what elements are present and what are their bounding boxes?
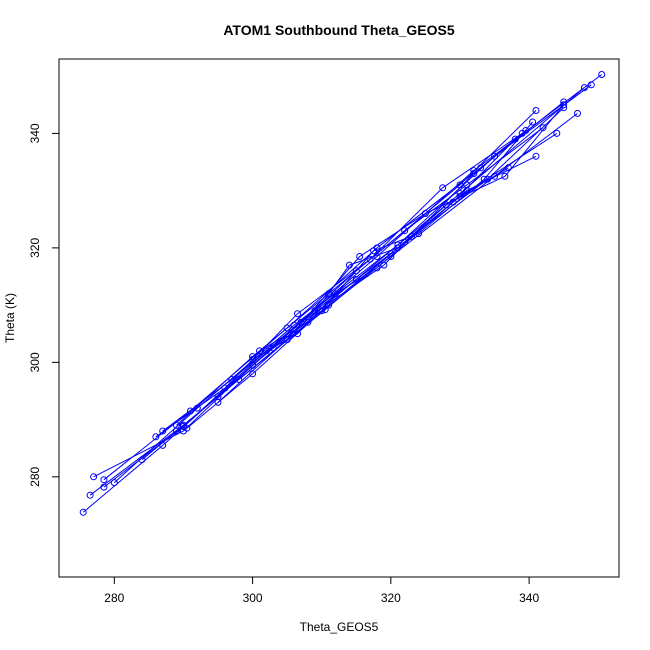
data-point [345, 261, 353, 269]
x-tick-label: 340 [519, 591, 539, 605]
series-line [176, 155, 537, 432]
data-point [90, 473, 98, 481]
data-point [294, 330, 301, 338]
series-line [186, 107, 565, 429]
data-point [401, 227, 409, 235]
x-axis-label: Theta_GEOS5 [300, 620, 379, 634]
data-point [183, 424, 191, 432]
x-axis: 280 300 320 340 [104, 576, 539, 605]
data-point [529, 118, 537, 126]
series-line [141, 130, 527, 461]
data-point [173, 421, 180, 429]
data-point [480, 175, 488, 183]
data-point [228, 376, 236, 383]
data-point [598, 71, 606, 78]
series-line [252, 138, 516, 360]
data-point [463, 181, 471, 189]
data-point [332, 290, 339, 298]
x-tick-label: 300 [243, 591, 263, 605]
data-point [249, 353, 257, 361]
data-point [370, 247, 378, 255]
data-point [86, 491, 94, 499]
data-point [269, 344, 277, 352]
data-point [380, 261, 388, 269]
data-point [587, 81, 595, 89]
data-point [325, 290, 333, 298]
data-point [522, 127, 530, 134]
y-tick-label: 320 [28, 238, 42, 258]
y-tick-label: 300 [28, 352, 42, 372]
data-point [408, 232, 416, 240]
x-tick-label: 280 [104, 591, 124, 605]
data-point [504, 164, 512, 172]
data-point [304, 318, 312, 326]
series-line [272, 121, 533, 349]
x-tick-label: 320 [381, 591, 401, 605]
data-point [110, 479, 118, 487]
data-point [439, 184, 447, 192]
data-point [235, 376, 243, 383]
data-point [159, 427, 167, 435]
data-point [532, 107, 540, 114]
data-point [501, 172, 509, 180]
data-point [470, 170, 478, 177]
data-point [491, 152, 499, 160]
data-point [214, 393, 222, 401]
series-16 [173, 124, 547, 429]
plot-frame [58, 58, 620, 578]
data-point [297, 318, 305, 326]
data-point [539, 124, 547, 132]
data-point [256, 347, 263, 355]
y-tick-label: 280 [28, 467, 42, 487]
data-point [138, 456, 146, 464]
data-point [179, 423, 187, 430]
data-point [152, 433, 160, 441]
data-point [100, 476, 108, 484]
data-point [574, 109, 581, 117]
data-point [553, 129, 561, 137]
series-15 [138, 127, 530, 464]
data-point [100, 483, 108, 491]
y-axis: 280 300 320 340 [28, 123, 60, 487]
data-point [356, 253, 364, 260]
y-axis-label: Theta (K) [3, 293, 17, 343]
data-point [294, 310, 301, 318]
chart-title: ATOM1 Southbound Theta_GEOS5 [223, 22, 454, 38]
data-point [560, 101, 568, 109]
data-point [79, 508, 87, 516]
series-10 [183, 104, 568, 432]
data-point [532, 152, 540, 160]
y-tick-label: 340 [28, 123, 42, 143]
series-2 [90, 107, 540, 481]
series-line [176, 127, 544, 426]
series-9 [173, 152, 540, 435]
data-layer [79, 71, 606, 516]
series-line [93, 110, 537, 478]
